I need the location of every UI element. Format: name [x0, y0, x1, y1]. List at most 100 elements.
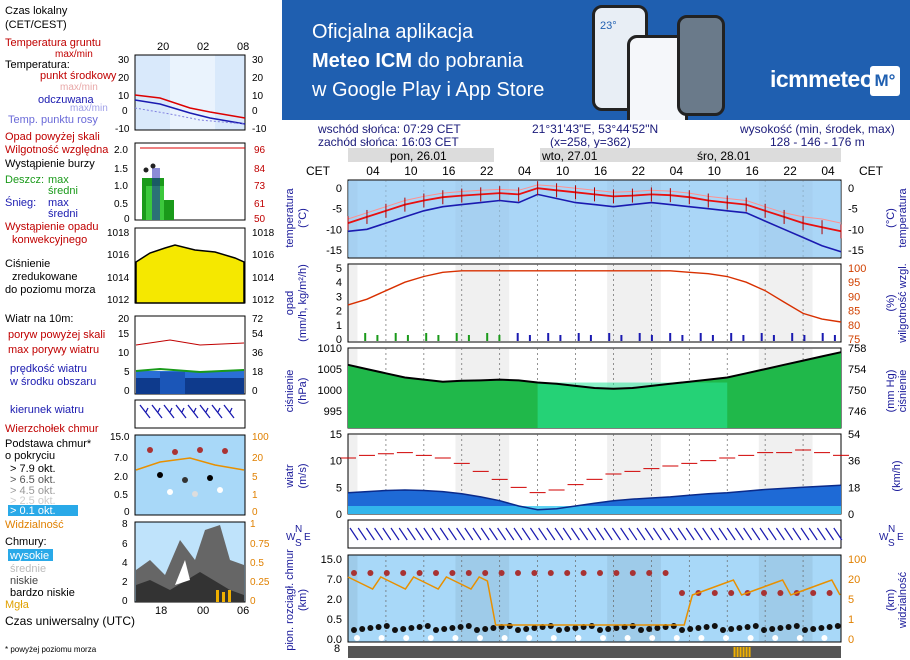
temp-tick: 30: [118, 55, 130, 66]
legend-mid: średnie: [10, 563, 46, 575]
wind-direction-panel: [347, 519, 842, 549]
precip-bar: [638, 333, 641, 341]
cloud-top-dot: [597, 570, 603, 576]
cloud-base-dot: [506, 623, 513, 629]
legend-okt-25: > 2.5 okt.: [10, 495, 56, 507]
compass-right: W N S E: [879, 524, 904, 549]
temp-axis-label-right: temperatura: [897, 187, 909, 247]
wind-arrow: [431, 527, 441, 541]
cet-label-left: CET: [306, 164, 331, 178]
cloudcov-right-tick: 0.25: [250, 577, 270, 588]
vis-tick: 100: [252, 432, 269, 443]
precip-bar: [711, 335, 714, 341]
legend-rain-max: max: [48, 174, 69, 186]
legend-hour-top-1: 20: [157, 41, 169, 53]
legend-temp-maxmin: max/min: [60, 82, 98, 93]
cloud-base-dot: [531, 625, 538, 631]
wind-arrow: [685, 527, 695, 541]
compass-w: W: [879, 532, 889, 543]
cloud-base-dot: [752, 623, 759, 629]
legend-wind-at: Wiatr na 10m:: [5, 313, 73, 325]
cloud-base-dot: [777, 625, 784, 631]
legend-cloud-base1: Podstawa chmur*: [5, 438, 92, 450]
wind-arrow: [480, 527, 490, 541]
cloud-base-dot-light: [821, 635, 828, 641]
legend-cloud-sample: [135, 447, 245, 497]
cloud-base-dot-light: [796, 635, 803, 641]
app-promo-banner[interactable]: Oficjalna aplikacja Meteo ICM do pobrani…: [282, 0, 910, 120]
cloud-base-dot: [613, 625, 620, 631]
cloud-top-dot: [761, 590, 767, 596]
grid-position: (x=258, y=362): [550, 135, 631, 149]
sunset: zachód słońca: 16:03 CET: [318, 135, 459, 149]
cloud-base-dot: [711, 623, 718, 629]
cloud-base-dot: [416, 624, 423, 630]
precip-bar: [455, 333, 458, 341]
visibility-line: [347, 576, 841, 626]
cloud-top-dot: [728, 590, 735, 596]
precip-bar: [364, 333, 367, 341]
legend-very-low: bardzo niskie: [10, 587, 75, 599]
wind-arrow: [718, 527, 728, 541]
legend-humidity: Wilgotność względna: [5, 144, 109, 156]
cloud-base-dot: [408, 625, 415, 631]
wind-kmh-tick: 0: [252, 386, 258, 397]
cloud-base-dot-light: [600, 635, 606, 641]
cloud-base-dot: [597, 627, 603, 633]
banner-line2: Meteo ICM do pobrania: [312, 47, 544, 76]
legend-conv-precip1: Wystąpienie opadu: [5, 221, 98, 233]
coordinates: 21°31'43"E, 53°44'52"N: [532, 122, 659, 136]
vis-tick: 5: [848, 594, 854, 606]
precip-bar: [608, 333, 611, 341]
wind-arrow: [398, 527, 408, 541]
cloud-top-dot: [646, 570, 653, 576]
hour-labels: 04 10 16 22 04 10 16 22 04 10 16 22 04: [366, 164, 835, 178]
precip-bar: [577, 333, 580, 341]
legend-wind-dir: kierunek wiatru: [10, 404, 84, 416]
wind-arrow: [808, 527, 818, 541]
cloud-base-dot: [695, 625, 702, 631]
press-mm-tick: 754: [848, 364, 866, 376]
hum-tick: 75: [848, 334, 860, 346]
temp-tick: 20: [118, 73, 130, 84]
humidity-tick: 61: [254, 199, 266, 210]
precip-tick: 4: [336, 277, 342, 289]
wind-arrow: [652, 527, 662, 541]
wind-tick: 10: [118, 348, 130, 359]
compass-s: S: [295, 538, 302, 549]
cloud-tick: 2.0: [327, 594, 342, 606]
cloud-base-dot: [818, 625, 825, 631]
precip-bar: [528, 335, 531, 341]
wind-arrow: [447, 527, 457, 541]
wind-arrow: [800, 527, 810, 541]
legend-temp-ticks: 30 20 10 0 -10 30 20 10 0 -10: [115, 55, 267, 135]
legend-cloud-top: Wierzchołek chmur: [5, 423, 99, 435]
legend-time-local-tz: (CET/CEST): [5, 19, 67, 31]
wind-arrow: [406, 527, 416, 541]
hum-tick: 100: [848, 263, 866, 275]
cloud-top-dot: [449, 570, 456, 576]
cloud-base-dot: [679, 627, 685, 633]
cloud-base-dot: [351, 627, 357, 633]
wind-speed-line: [347, 484, 842, 511]
wind-arrow: [628, 527, 638, 541]
hum-tick: 80: [848, 320, 860, 332]
hour-label: 04: [821, 164, 835, 178]
compass-s: S: [888, 538, 895, 549]
cloud-base-dot-light: [477, 635, 483, 641]
cloud-base-dot: [564, 626, 571, 632]
hour-label: 10: [708, 164, 722, 178]
cloud-base-dot-light: [452, 635, 459, 641]
legend-cloud-ticks: 15.0 7.0 2.0 0.5 0: [110, 432, 130, 518]
legend-fog: Mgła: [5, 599, 30, 611]
legend-dew-point: Temp. punktu rosy: [8, 114, 98, 126]
temp-axis-unit-right: (°C): [885, 208, 897, 228]
temp-tick-left: -15: [326, 245, 342, 257]
cloud-base-dot: [654, 625, 661, 631]
wind-kmh-tick: 54: [252, 329, 264, 340]
wind-tick: 10: [330, 456, 342, 468]
day-label-2: wto, 27.01: [541, 149, 598, 163]
temp-tick: -10: [252, 124, 267, 135]
wind-arrow: [775, 527, 785, 541]
pressure-area-highlight: [537, 382, 728, 428]
